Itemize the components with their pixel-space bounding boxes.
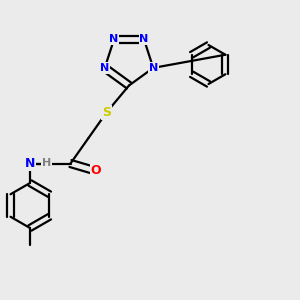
Text: S: S: [102, 106, 111, 119]
Text: N: N: [25, 157, 35, 170]
Text: N: N: [140, 34, 148, 44]
Text: N: N: [110, 34, 118, 44]
Text: N: N: [100, 63, 110, 73]
Text: O: O: [91, 164, 101, 178]
Text: N: N: [148, 63, 158, 73]
Text: H: H: [42, 158, 51, 169]
